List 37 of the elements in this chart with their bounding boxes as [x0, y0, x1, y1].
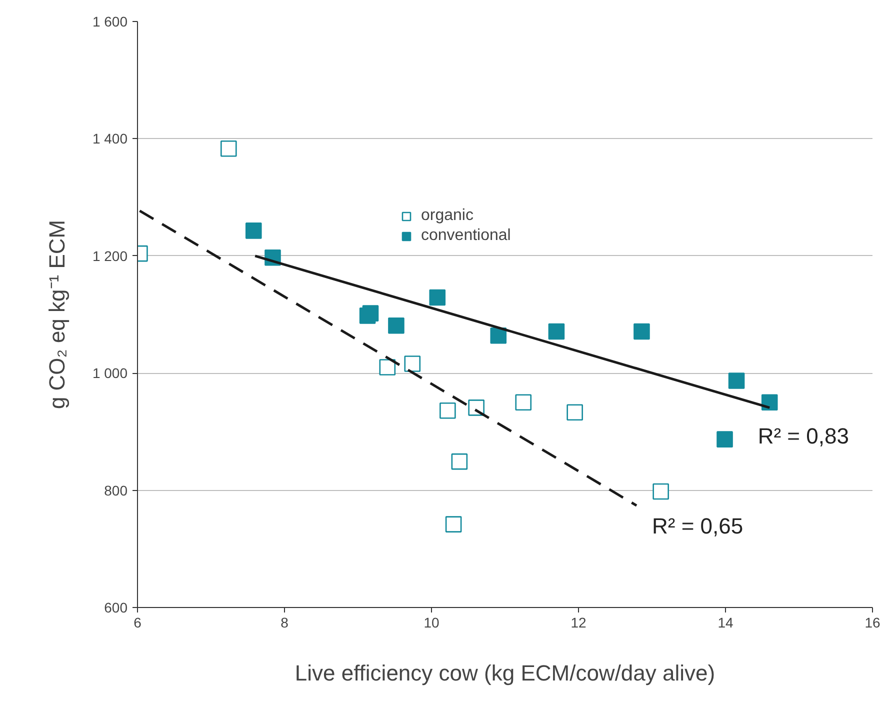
point [490, 327, 507, 344]
y-tick-label: 1 600 [92, 14, 128, 30]
point [379, 359, 396, 376]
point [728, 372, 745, 389]
point [362, 305, 379, 322]
annotation: R² = 0,83 [758, 424, 849, 449]
point [445, 516, 462, 532]
x-tick-label: 16 [864, 614, 880, 630]
point [716, 431, 733, 448]
point [404, 356, 421, 372]
point [566, 404, 583, 421]
point [440, 402, 456, 419]
annotation: R² = 0,65 [652, 513, 744, 538]
point [220, 140, 237, 157]
legend-label: conventional [421, 227, 511, 245]
y-tick-label: 1 200 [92, 248, 128, 264]
y-tick-label: 1 000 [92, 365, 128, 382]
legend-label: organic [421, 207, 474, 225]
y-axis-title: g CO₂ eq kg⁻¹ ECM [44, 220, 70, 410]
x-tick-label: 12 [570, 614, 586, 630]
point [245, 222, 262, 239]
y-tick-label: 800 [104, 482, 128, 498]
x-tick-label: 10 [424, 614, 440, 630]
x-tick-label: 6 [134, 614, 142, 630]
x-tick-label: 8 [280, 614, 289, 630]
point [429, 289, 446, 306]
point [388, 317, 404, 334]
y-tick-label: 1 400 [92, 130, 128, 147]
point [652, 483, 669, 500]
x-tick-label: 14 [718, 614, 734, 630]
point [515, 394, 532, 411]
point [451, 453, 468, 470]
x-axis-title: Live efficiency cow (kg ECM/cow/day alive) [294, 660, 716, 686]
y-tick-label: 600 [104, 600, 128, 616]
point [634, 323, 650, 340]
point [548, 323, 565, 340]
point [761, 394, 778, 411]
